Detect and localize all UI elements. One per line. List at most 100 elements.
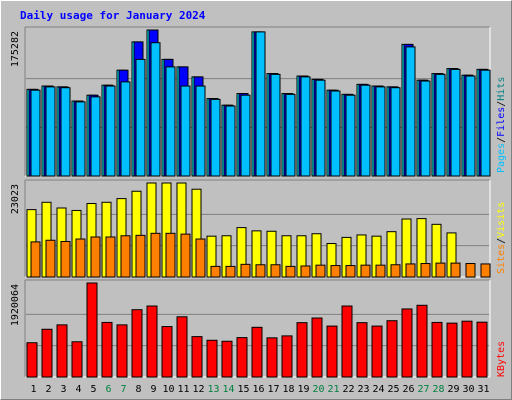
day-label: 17 (267, 384, 279, 395)
sites-bar (300, 265, 311, 278)
sites-bar (210, 265, 221, 278)
pages-bar (330, 90, 341, 177)
kbytes-bar (41, 328, 53, 378)
kbytes-bar (116, 324, 128, 378)
day-label: 21 (327, 384, 339, 395)
kbytes-bar (86, 282, 98, 378)
sites-bar (255, 264, 266, 278)
pages-bar (300, 76, 311, 177)
kbytes-bar (431, 321, 443, 378)
sites-bar (480, 263, 491, 278)
pages-bar (435, 73, 446, 177)
sites-bar (405, 263, 416, 278)
bottom-panel: 1920064 KBytes (10, 279, 507, 378)
sites-bar (30, 241, 41, 278)
day-label: 18 (282, 384, 294, 395)
day-label: 6 (105, 384, 111, 395)
day-label: 29 (447, 384, 459, 395)
day-label: 27 (417, 384, 429, 395)
kbytes-bar (161, 326, 173, 378)
pages-bar (90, 96, 101, 177)
pages-bar (195, 85, 206, 177)
day-label: 16 (252, 384, 264, 395)
y-max-label: 175282 (10, 31, 21, 67)
pages-bar (180, 85, 191, 177)
day-label: 20 (312, 384, 324, 395)
sites-bar (240, 263, 251, 278)
y-max-label: 23023 (10, 184, 21, 214)
pages-bar (390, 87, 401, 177)
sites-bar (105, 236, 116, 278)
day-label: 14 (222, 384, 234, 395)
kbytes-bar (236, 337, 248, 378)
kbytes-bar (176, 316, 188, 378)
kbytes-bar (311, 317, 323, 378)
sites-bar (45, 239, 56, 278)
sites-bar (420, 263, 431, 278)
sites-bar (390, 264, 401, 278)
pages-bar (345, 94, 356, 177)
pages-bar (30, 89, 41, 177)
day-label: 31 (477, 384, 489, 395)
kbytes-bar (371, 325, 383, 378)
day-label: 1 (30, 384, 36, 395)
sites-bar (195, 238, 206, 278)
mid-panel: 23023 Sites/Visits (10, 179, 507, 278)
legend-separator: / (496, 101, 507, 107)
legend-separator: / (496, 238, 507, 244)
legend-kbytes: KBytes (496, 341, 507, 377)
kbytes-bar (356, 322, 368, 378)
day-label: 19 (297, 384, 309, 395)
sites-bar (285, 265, 296, 278)
kbytes-bar (131, 309, 143, 378)
sites-bar (375, 264, 386, 278)
sites-bar (180, 233, 191, 278)
pages-bar (360, 84, 371, 177)
pages-bar (105, 85, 116, 177)
sites-bar (120, 235, 131, 278)
legend-hits: Hits (496, 77, 507, 101)
kbytes-bar (221, 340, 233, 378)
x-axis-labels: 1 2 3 4 5 6 7 8 9 10 11 12 13 14 15 16 17 18 19 20 21 22 23 24 2… (30, 384, 489, 395)
kbytes-bar (56, 324, 68, 378)
pages-bar (405, 46, 416, 177)
kbytes-bar (446, 322, 458, 378)
sites-bar (315, 264, 326, 278)
sites-bar (150, 232, 161, 278)
kbytes-bar (401, 308, 413, 378)
pages-bar (255, 31, 266, 177)
sites-bar (330, 265, 341, 278)
sites-bar (75, 238, 86, 278)
day-label: 30 (462, 384, 474, 395)
pages-bar (450, 68, 461, 177)
day-label: 8 (135, 384, 141, 395)
kbytes-bar (476, 321, 488, 378)
legend-separator: / (496, 137, 507, 143)
pages-bar (240, 94, 251, 177)
legend: Sites/Visits (496, 202, 507, 274)
day-label: 5 (90, 384, 96, 395)
kbytes-bar (146, 305, 158, 378)
sites-bar (90, 236, 101, 278)
legend: KBytes (496, 341, 507, 377)
day-label: 28 (432, 384, 444, 395)
pages-bar (270, 73, 281, 177)
kbytes-bar (26, 342, 38, 378)
legend-sites: Sites (496, 244, 507, 274)
pages-bar (210, 98, 221, 177)
pages-bar (465, 75, 476, 177)
kbytes-bar (191, 336, 203, 378)
pages-bar (60, 87, 71, 177)
kbytes-bar (296, 322, 308, 378)
pages-bar (315, 79, 326, 177)
chart-panels: 175282Pages/Files/Hits23023Sites/Visits1… (10, 26, 507, 395)
legend-pages: Pages (496, 143, 507, 173)
day-label: 24 (372, 384, 384, 395)
sites-bar (225, 265, 236, 278)
day-label: 23 (357, 384, 369, 395)
pages-bar (165, 66, 176, 177)
kbytes-bar (251, 326, 263, 378)
day-label: 11 (177, 384, 189, 395)
